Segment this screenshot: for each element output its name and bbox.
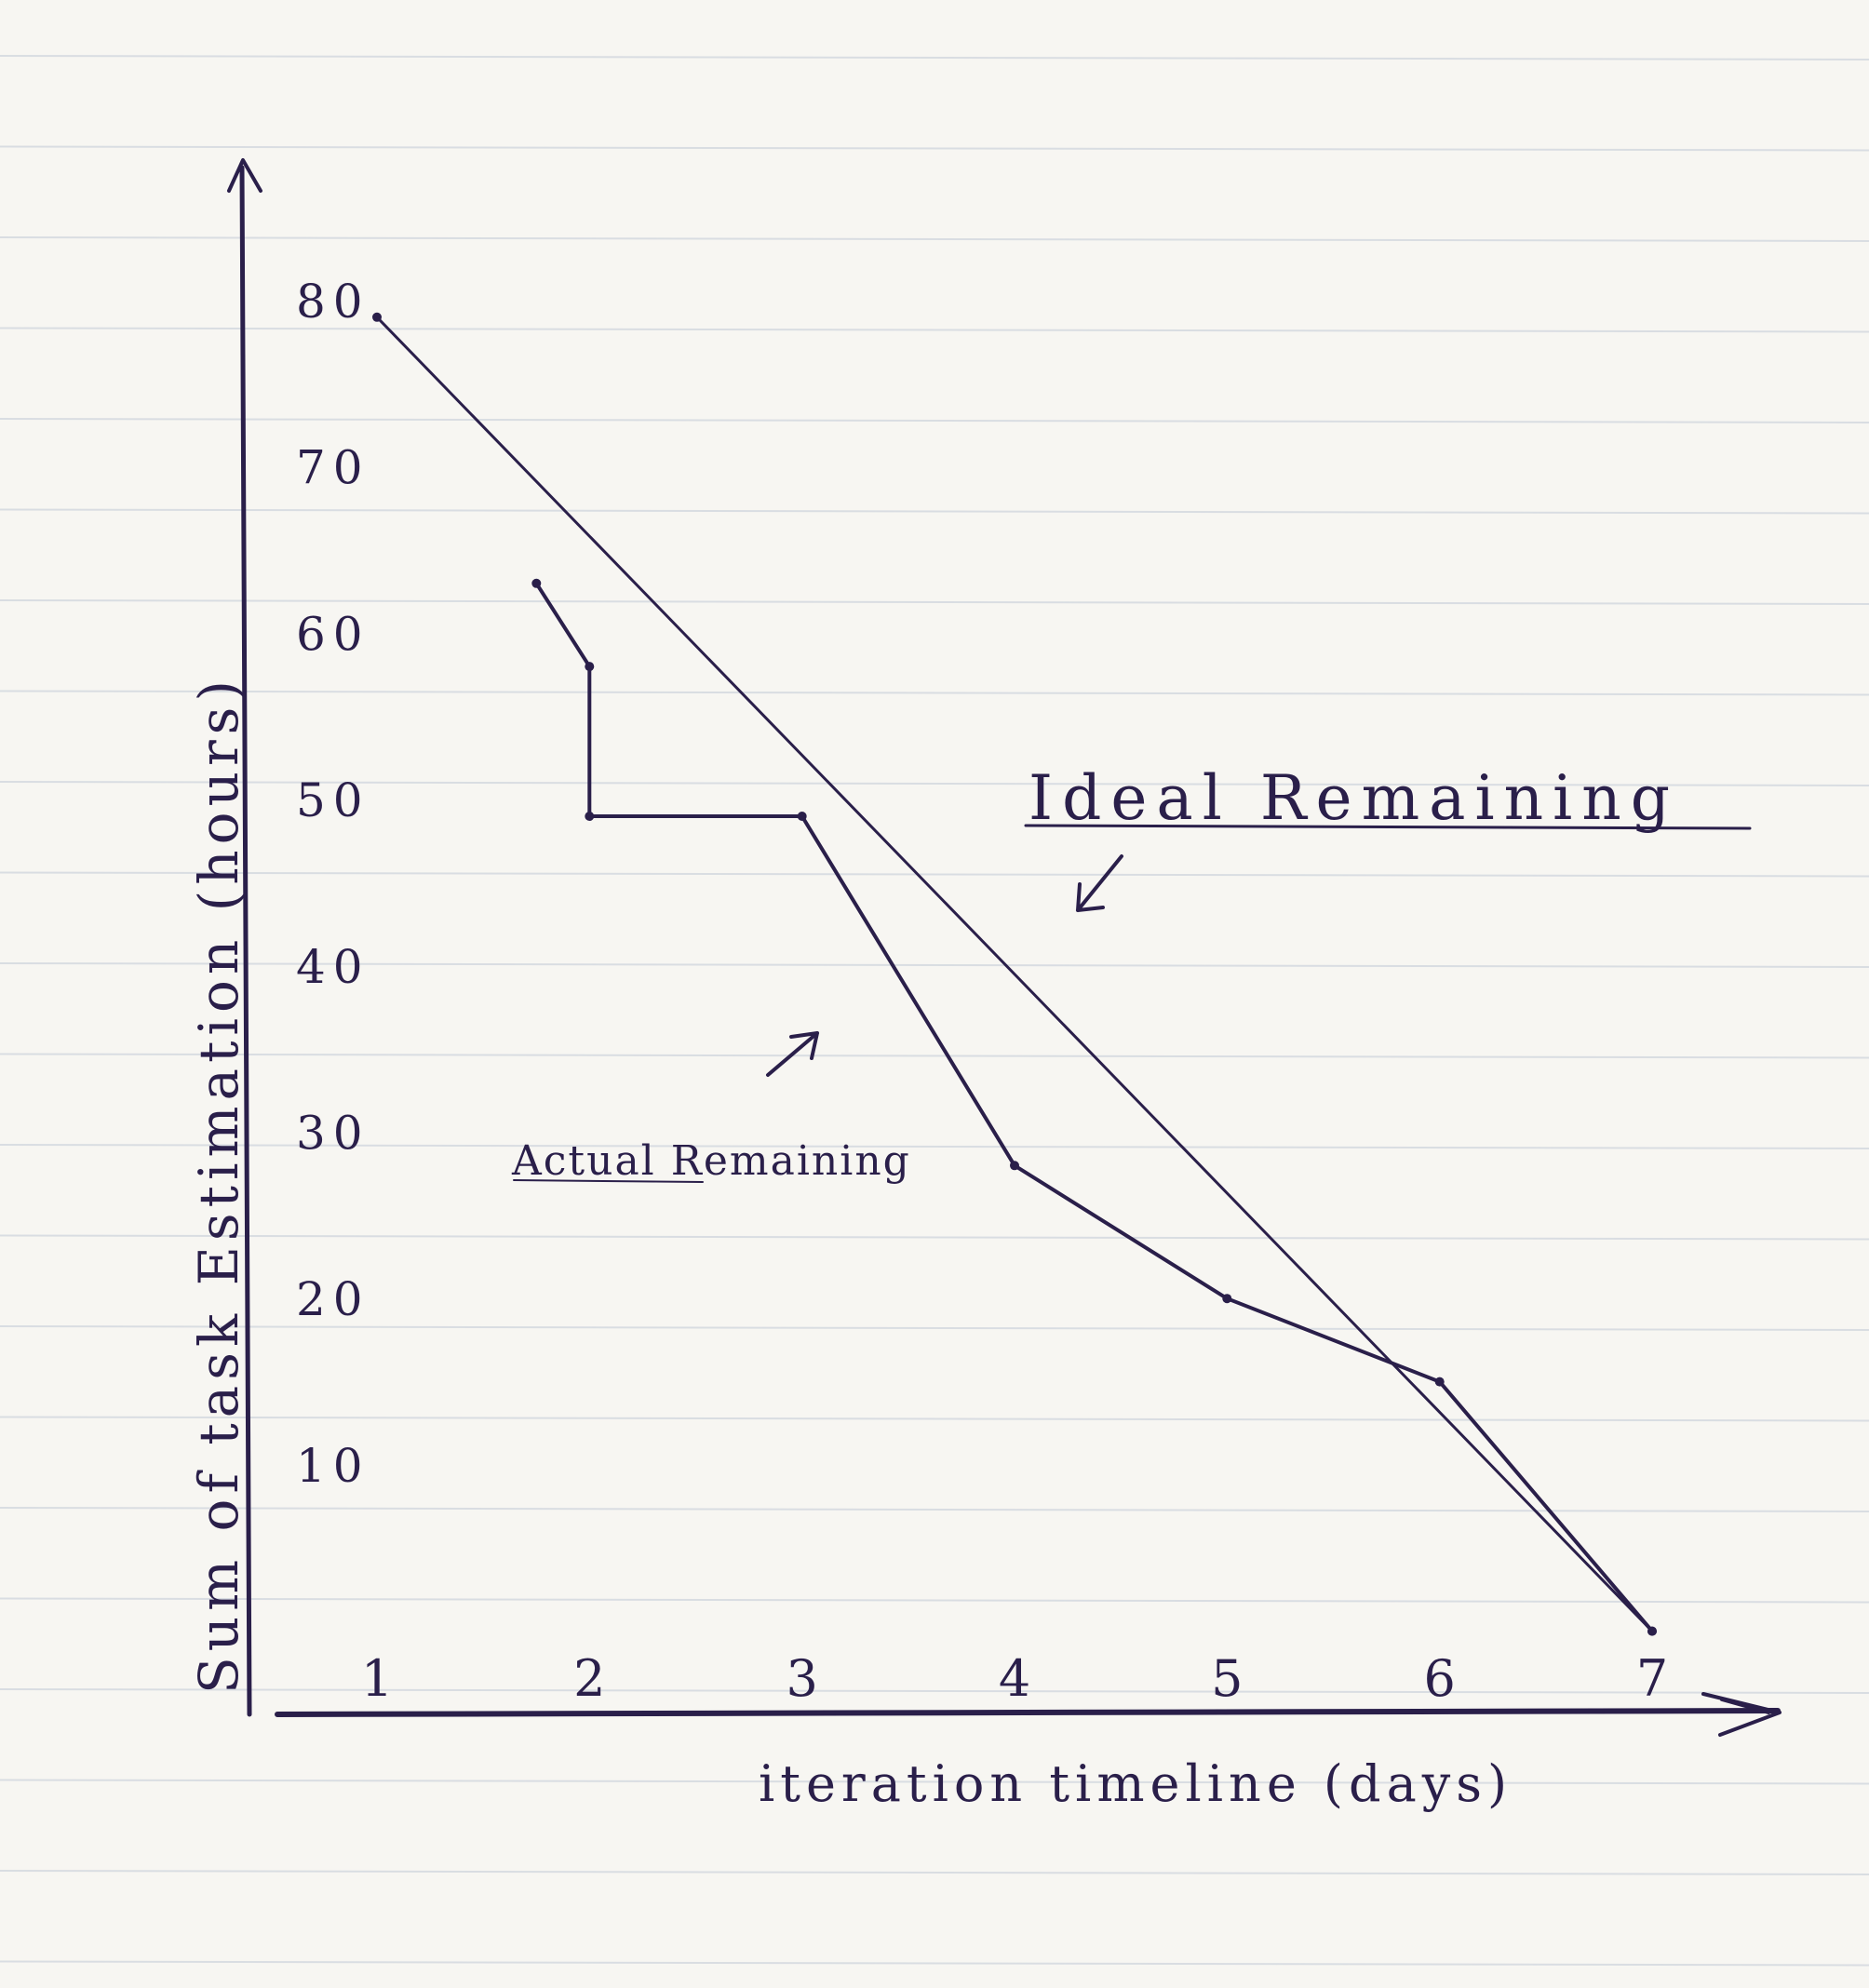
ruled-line: [0, 145, 1869, 152]
y-tick-label: 40: [296, 940, 370, 994]
y-tick-label: 30: [296, 1107, 370, 1161]
x-tick-labels: 1 2 3 4 5 6 7: [361, 1649, 1668, 1708]
ruled-line: [0, 236, 1869, 242]
ruled-lines: [0, 55, 1869, 1967]
x-tick-label: 2: [573, 1649, 605, 1708]
actual-remaining-point: [1010, 1161, 1019, 1171]
y-tick-labels: 10 20 30 40 50 60 70 80: [296, 275, 370, 1493]
actual-remaining-point: [585, 662, 595, 672]
ruled-line: [0, 871, 1869, 878]
ruled-line: [0, 690, 1869, 696]
ruled-line: [0, 1234, 1869, 1241]
actual-remaining-point: [585, 812, 595, 821]
ruled-line: [0, 1507, 1869, 1512]
actual-remaining-point: [797, 812, 807, 821]
ruled-line: [0, 1325, 1869, 1331]
actual-remaining-point: [531, 578, 542, 588]
x-axis-line: [275, 1708, 1781, 1717]
ruled-line: [0, 962, 1869, 968]
ruled-line: [0, 1144, 1869, 1149]
y-tick-label: 70: [296, 441, 370, 495]
ruled-line: [0, 781, 1869, 786]
actual-pointer-arrow: [766, 1031, 819, 1077]
y-tick-label: 10: [296, 1439, 370, 1493]
x-tick-label: 7: [1636, 1649, 1668, 1708]
ruled-line: [0, 1870, 1869, 1875]
actual-remaining-point: [1434, 1377, 1445, 1387]
x-tick-label: 5: [1211, 1649, 1243, 1708]
y-tick-label: 20: [296, 1272, 370, 1326]
ruled-line: [0, 418, 1869, 423]
x-axis-title: iteration timeline (days): [759, 1754, 1513, 1813]
x-tick-label: 4: [999, 1649, 1030, 1708]
ruled-line: [0, 1960, 1869, 1967]
actual-remaining-line: [534, 581, 1654, 1633]
y-axis-title: Sum of task Estimation (hours): [187, 675, 250, 1694]
x-tick-label: 3: [787, 1649, 818, 1708]
actual-remaining-label: Actual Remaining: [511, 1137, 911, 1185]
x-tick-label: 6: [1424, 1649, 1456, 1708]
ideal-remaining-label-underline: [1024, 824, 1752, 830]
actual-remaining-label-underline: [513, 1179, 704, 1183]
ruled-line: [0, 1053, 1869, 1059]
ideal-remaining-point: [372, 312, 382, 322]
ideal-remaining-line: [375, 316, 1654, 1633]
ruled-line: [0, 1688, 1869, 1694]
ideal-remaining-label: Ideal Remaining: [1029, 762, 1679, 834]
series-layer: [372, 312, 1657, 1636]
actual-remaining-point: [1222, 1294, 1232, 1304]
ruled-line: [0, 1597, 1869, 1604]
y-tick-label: 60: [296, 607, 370, 661]
y-axis-arrowhead: [227, 158, 262, 193]
ruled-line: [0, 1416, 1869, 1422]
x-tick-label: 1: [361, 1649, 393, 1708]
y-tick-label: 50: [296, 773, 370, 827]
ideal-pointer-arrow: [1076, 854, 1123, 912]
ruled-line: [0, 599, 1869, 605]
ruled-line: [0, 55, 1869, 60]
x-axis-arrowhead: [1701, 1692, 1782, 1737]
ruled-line: [0, 327, 1869, 333]
ruled-line: [0, 1779, 1869, 1785]
y-axis-line: [239, 165, 252, 1717]
y-tick-label: 80: [296, 275, 370, 329]
actual-remaining-point: [1647, 1626, 1657, 1636]
ruled-line: [0, 508, 1869, 515]
